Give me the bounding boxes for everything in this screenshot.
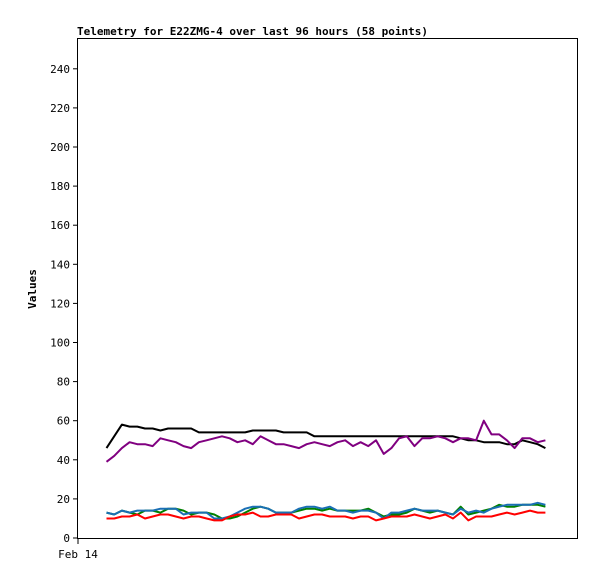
- series-line-4: [106, 509, 546, 522]
- y-tick-label: 120: [50, 297, 70, 310]
- y-tick-label: 80: [57, 376, 70, 389]
- y-axis: 0 20 40 60 80 100 120 140 160 180 200 220 240: [50, 63, 78, 545]
- x-tick-label: Feb 14: [58, 548, 98, 561]
- chart-title: Telemetry for E22ZMG-4 over last 96 hour…: [77, 25, 428, 38]
- y-tick-label: 0: [63, 532, 70, 545]
- series-line-2: [106, 503, 546, 520]
- y-axis-label: Values: [26, 269, 39, 309]
- y-tick-label: 40: [57, 454, 70, 467]
- x-axis: Feb 14: [58, 538, 98, 561]
- y-tick-label: 20: [57, 493, 70, 506]
- series-lines: [105, 419, 546, 522]
- y-tick-label: 60: [57, 415, 70, 428]
- y-tick-label: 220: [50, 102, 70, 115]
- y-tick-label: 240: [50, 63, 70, 76]
- y-tick-label: 200: [50, 141, 70, 154]
- y-tick-label: 160: [50, 219, 70, 232]
- y-tick-label: 140: [50, 258, 70, 271]
- y-tick-label: 100: [50, 337, 70, 350]
- series-line-1: [105, 419, 546, 463]
- plot-area: [77, 38, 578, 539]
- series-line-3: [106, 501, 546, 520]
- y-tick-label: 180: [50, 180, 70, 193]
